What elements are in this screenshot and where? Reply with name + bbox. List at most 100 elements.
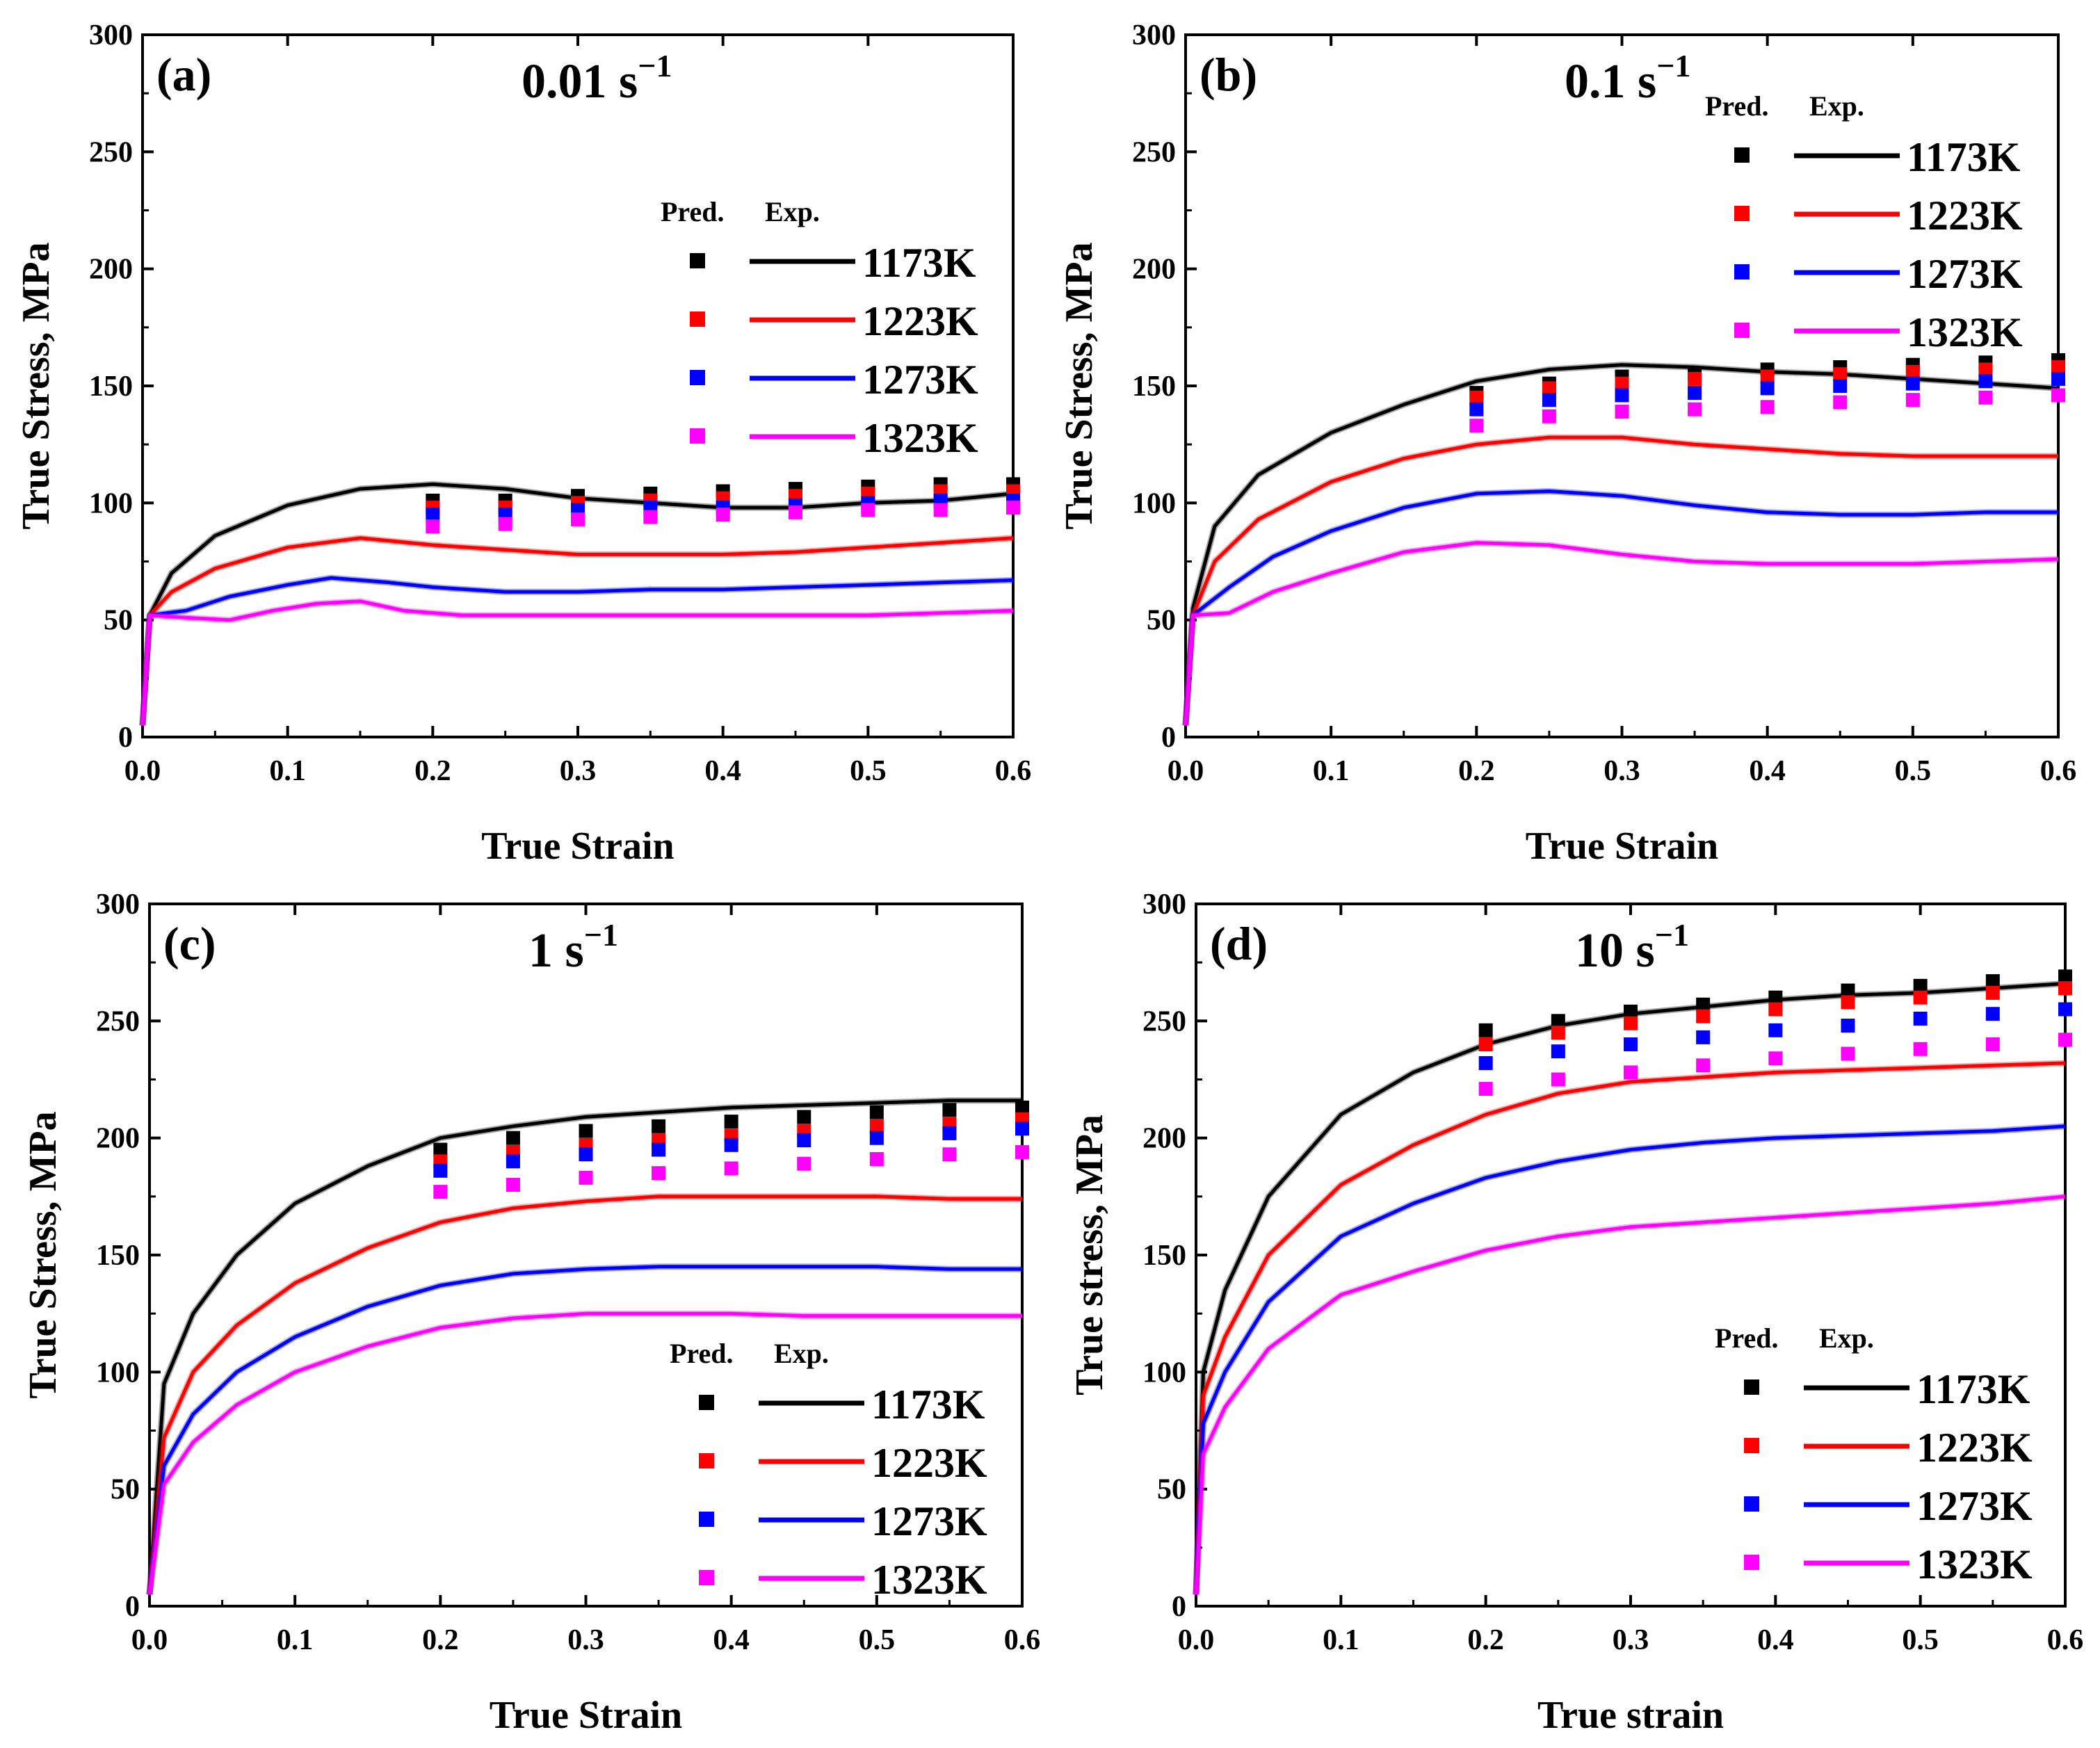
y-tick-label: 200 <box>1132 254 1176 286</box>
x-axis-label: True Strain <box>1526 825 1718 868</box>
legend-pred-header: Pred. <box>1705 90 1768 122</box>
pred-marker-1173K <box>797 1110 811 1124</box>
pred-marker-1273K <box>1542 393 1556 407</box>
pred-marker-1323K <box>643 510 658 524</box>
y-tick-label: 300 <box>96 889 140 921</box>
pred-marker-1323K <box>1688 402 1702 416</box>
panel-label: (a) <box>156 48 211 101</box>
x-tick-label: 0.5 <box>850 755 887 787</box>
x-tick-label: 0.4 <box>704 755 741 787</box>
pred-marker-1273K <box>942 1126 957 1140</box>
pred-marker-1173K <box>1478 1023 1493 1037</box>
pred-marker-1273K <box>869 1131 884 1145</box>
pred-marker-1323K <box>1551 1072 1565 1087</box>
chart-title: 0.1 s−1 <box>1565 48 1690 108</box>
x-tick-label: 0.3 <box>560 755 597 787</box>
legend-pred-header: Pred. <box>1715 1322 1778 1354</box>
pred-marker-1273K <box>506 1154 520 1169</box>
pred-marker-1223K <box>1478 1037 1493 1051</box>
y-tick-label: 0 <box>125 1591 140 1623</box>
legend-label: 1173K <box>1907 134 2021 180</box>
pred-marker-1323K <box>1469 419 1484 433</box>
y-tick-label: 50 <box>1147 605 1176 637</box>
pred-marker-1323K <box>498 517 512 531</box>
pred-marker-1223K <box>1905 364 1920 379</box>
pred-marker-1173K <box>1015 1100 1029 1115</box>
pred-marker-1273K <box>652 1142 666 1157</box>
pred-marker-1273K <box>1978 374 1993 389</box>
pred-marker-1323K <box>1760 400 1775 414</box>
pred-marker-1323K <box>724 1161 738 1176</box>
legend: Pred. Exp. 1173K 1223K 1273K 1323K <box>1715 1322 2033 1587</box>
pred-marker-1223K <box>1768 1002 1783 1017</box>
legend-pred-swatch <box>1734 323 1750 338</box>
pred-marker-1223K <box>1615 376 1629 391</box>
pred-marker-1323K <box>2051 388 2065 403</box>
x-tick-label: 0.5 <box>1895 755 1932 787</box>
y-axis-label: True Stress, MPa <box>1058 242 1101 529</box>
pred-marker-1273K <box>1768 1023 1783 1037</box>
x-tick-label: 0.3 <box>567 1624 604 1656</box>
legend-label: 1323K <box>1907 309 2023 355</box>
y-tick-label: 300 <box>89 19 133 51</box>
pred-marker-1323K <box>942 1147 957 1162</box>
pred-marker-1223K <box>1978 362 1993 377</box>
pred-marker-1173K <box>1624 1004 1638 1019</box>
legend-pred-swatch <box>1734 206 1750 221</box>
pred-marker-1323K <box>1542 409 1556 423</box>
exp-curve-1223K <box>140 536 1014 726</box>
legend-pred-header: Pred. <box>661 196 724 227</box>
pred-marker-1323K <box>1913 1042 1928 1056</box>
pred-marker-1173K <box>652 1119 666 1133</box>
pred-marker-1173K <box>2058 969 2072 984</box>
x-tick-label: 0.4 <box>713 1624 750 1656</box>
y-tick-label: 300 <box>1142 889 1186 921</box>
pred-marker-1223K <box>1542 381 1556 396</box>
pred-marker-1273K <box>2051 371 2065 386</box>
legend: Pred. Exp. 1173K 1223K 1273K 1323K <box>1705 90 2023 355</box>
pred-marker-1223K <box>1696 1009 1711 1023</box>
y-tick-label: 150 <box>1132 371 1176 403</box>
legend-pred-swatch <box>699 1453 714 1468</box>
pred-marker-1323K <box>1841 1046 1855 1061</box>
pred-marker-1173K <box>1985 974 2000 989</box>
pred-marker-1223K <box>2058 981 2072 996</box>
y-axis-label: True Stress, MPa <box>22 1111 65 1398</box>
chart-title: 10 s−1 <box>1575 917 1689 978</box>
x-tick-label: 0.4 <box>1749 755 1786 787</box>
pred-marker-1223K <box>1985 985 2000 1000</box>
panel-b: 0.0 0.1 0.2 0.3 0.4 0.5 0.6 0 50 100 150 200 250 300 T… <box>1058 19 2076 868</box>
pred-marker-1323K <box>1978 390 1993 405</box>
x-tick-label: 0.0 <box>1168 755 1204 787</box>
exp-curve-1223K <box>1194 1061 2066 1595</box>
legend-label: 1273K <box>1907 251 2023 297</box>
pred-marker-1173K <box>869 1105 884 1119</box>
pred-marker-1273K <box>1551 1044 1565 1059</box>
pred-marker-1323K <box>1833 395 1848 410</box>
pred-marker-1223K <box>1760 369 1775 384</box>
pred-marker-1273K <box>1841 1019 1855 1033</box>
x-tick-label: 0.2 <box>1467 1624 1504 1656</box>
x-tick-label: 0.1 <box>1323 1624 1359 1656</box>
y-tick-label: 250 <box>89 136 133 168</box>
pred-marker-1173K <box>1841 983 1855 998</box>
y-tick-label: 250 <box>96 1005 140 1037</box>
exp-curve-1173K <box>140 482 1014 726</box>
pred-marker-1323K <box>1015 1144 1029 1159</box>
pred-marker-1223K <box>1469 390 1484 405</box>
x-tick-label: 0.2 <box>414 755 451 787</box>
pred-marker-1173K <box>1913 978 1928 993</box>
legend-pred-swatch <box>1734 264 1750 280</box>
pred-marker-1273K <box>1696 1030 1711 1044</box>
pred-marker-1173K <box>506 1131 520 1145</box>
legend: Pred. Exp. 1173K 1223K 1273K 1323K <box>670 1338 987 1603</box>
exp-curve-1273K <box>1194 1124 2066 1595</box>
pred-marker-1273K <box>1469 402 1484 416</box>
pred-marker-1273K <box>426 508 440 522</box>
y-tick-label: 100 <box>1132 487 1176 519</box>
legend-exp-header: Exp. <box>1809 90 1864 122</box>
x-tick-label: 0.4 <box>1757 1624 1794 1656</box>
legend-pred-swatch <box>690 370 705 385</box>
pred-marker-1173K <box>433 1142 448 1157</box>
legend-pred-swatch <box>1744 1496 1759 1512</box>
